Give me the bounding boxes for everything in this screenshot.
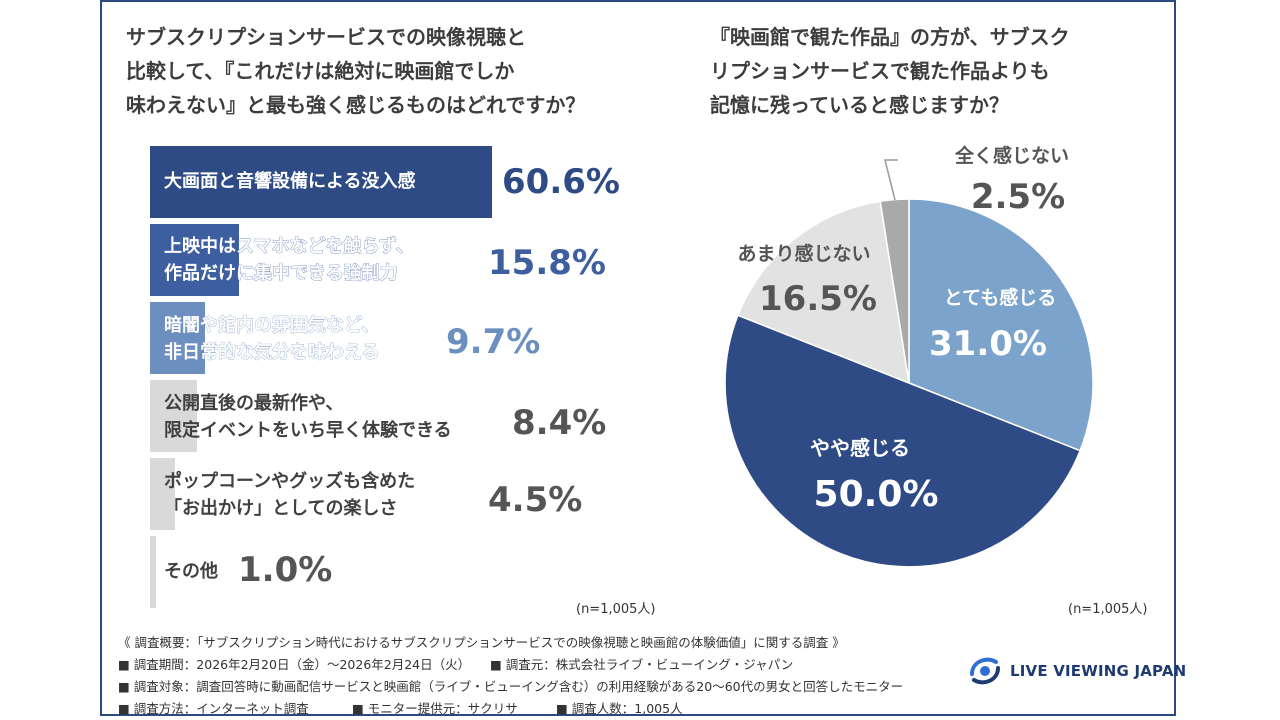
pie-slice-label: やや感じる [810,436,910,460]
bar-label-line: その他 [164,561,218,582]
left-sample-size: (n=1,005人) [576,602,656,617]
survey-panel-provider: ■ モニター提供元：サクリサ [352,701,518,716]
company-logo-text: LIVE VIEWING JAPAN [1010,662,1187,680]
right-title-line: 『映画館で観た作品』の方が、サブスク [710,25,1070,49]
bar-value-label: 15.8% [488,243,606,283]
left-title-line: サブスクリプションサービスでの映像視聴と [126,25,526,49]
bar [150,536,156,608]
bar-label-line: 限定イベントをいち早く体験できる [164,420,452,441]
bar [150,458,176,530]
survey-method: ■ 調査方法：インターネット調査 [118,701,309,716]
bar-label-line: 公開直後の最新作や、 [164,393,344,414]
company-logo: LIVE VIEWING JAPAN [968,654,1186,688]
bar-value-label: 60.6% [502,162,620,202]
bar-label-line: 「お出かけ」としての楽しさ [164,498,398,519]
pie-slice-value: 31.0% [929,324,1047,364]
live-viewing-logo-icon [970,657,1000,685]
bar-value-label: 1.0% [238,550,333,590]
pie-slice-label: とても感じる [944,286,1056,309]
right-chart-title: 『映画館で観た作品』の方が、サブスク リプションサービスで観た作品よりも 記憶に… [710,20,1110,122]
pie-slice [736,200,910,385]
bar [150,380,198,452]
survey-overview-title: 《 調査概要：「サブスクリプション時代におけるサブスクリプションサービスでの映像… [118,635,845,650]
bar-label: その他 [164,558,218,585]
bar-label-line: 上映中はスマホなどを触らず、 [164,236,414,258]
pie-slice-value: 2.5% [971,177,1065,217]
survey-organizer: ■ 調査元：株式会社ライブ・ビューイング・ジャパン [490,657,794,672]
pie-slice-label: あまり感じない [737,242,870,265]
bar-label: ポップコーンやグッズも含めた 「お出かけ」としての楽しさ [164,468,415,522]
left-title-line: 比較して、『これだけは絶対に映画館でしか [126,59,515,83]
pie-slice-value: 50.0% [814,474,939,515]
left-title-line: 味わえない』と最も強く感じるものはどれですか？ [126,93,586,117]
bar-label: 暗闇や館内の雰囲気など、 非日常的な気分を味わえる [164,312,380,366]
pie-slice [724,314,1082,568]
bar-label-line: 暗闇や館内の雰囲気など、 [164,315,380,337]
left-chart-title: サブスクリプションサービスでの映像視聴と 比較して、『これだけは絶対に映画館でし… [126,20,646,122]
survey-period: ■ 調査期間：2026年2月20日（金）～2026年2月24日（火） [118,657,471,672]
bar-label-line: 非日常的な気分を味わえる [164,342,380,364]
right-title-line: 記憶に残っていると感じますか？ [710,93,1009,117]
bar-label-line: 大画面と音響設備による没入感 [164,171,416,192]
pie-slice [908,198,1094,452]
bar-label-line: ポップコーンやグッズも含めた [164,471,416,492]
survey-target: ■ 調査対象：調査回答時に動画配信サービスと映画館（ライブ・ビューイング含む）の… [118,679,904,694]
right-sample-size: (n=1,005人) [1068,602,1148,617]
bar-value-label: 9.7% [446,322,541,362]
bar-value-label: 4.5% [488,480,583,520]
survey-sample-size: ■ 調査人数：1,005人 [556,701,683,716]
bar [150,302,205,374]
pie-slice-value: 16.5% [759,279,877,319]
bar-label: 上映中はスマホなどを触らず、 作品だけに集中できる強制力 [164,233,414,287]
bar-label: 大画面と音響設備による没入感 [164,168,415,195]
bar-label-line: 作品だけに集中できる強制力 [164,263,398,285]
bar-label: 公開直後の最新作や、 限定イベントをいち早く体験できる [164,390,452,444]
infographic-frame [100,0,1176,716]
pie-slice-label: 全く感じない [954,144,1069,167]
bar-value-label: 8.4% [512,403,607,443]
bar [150,224,240,296]
pie-leader-line [884,159,898,201]
bar [150,146,492,218]
right-title-line: リプションサービスで観た作品よりも [710,59,1050,83]
